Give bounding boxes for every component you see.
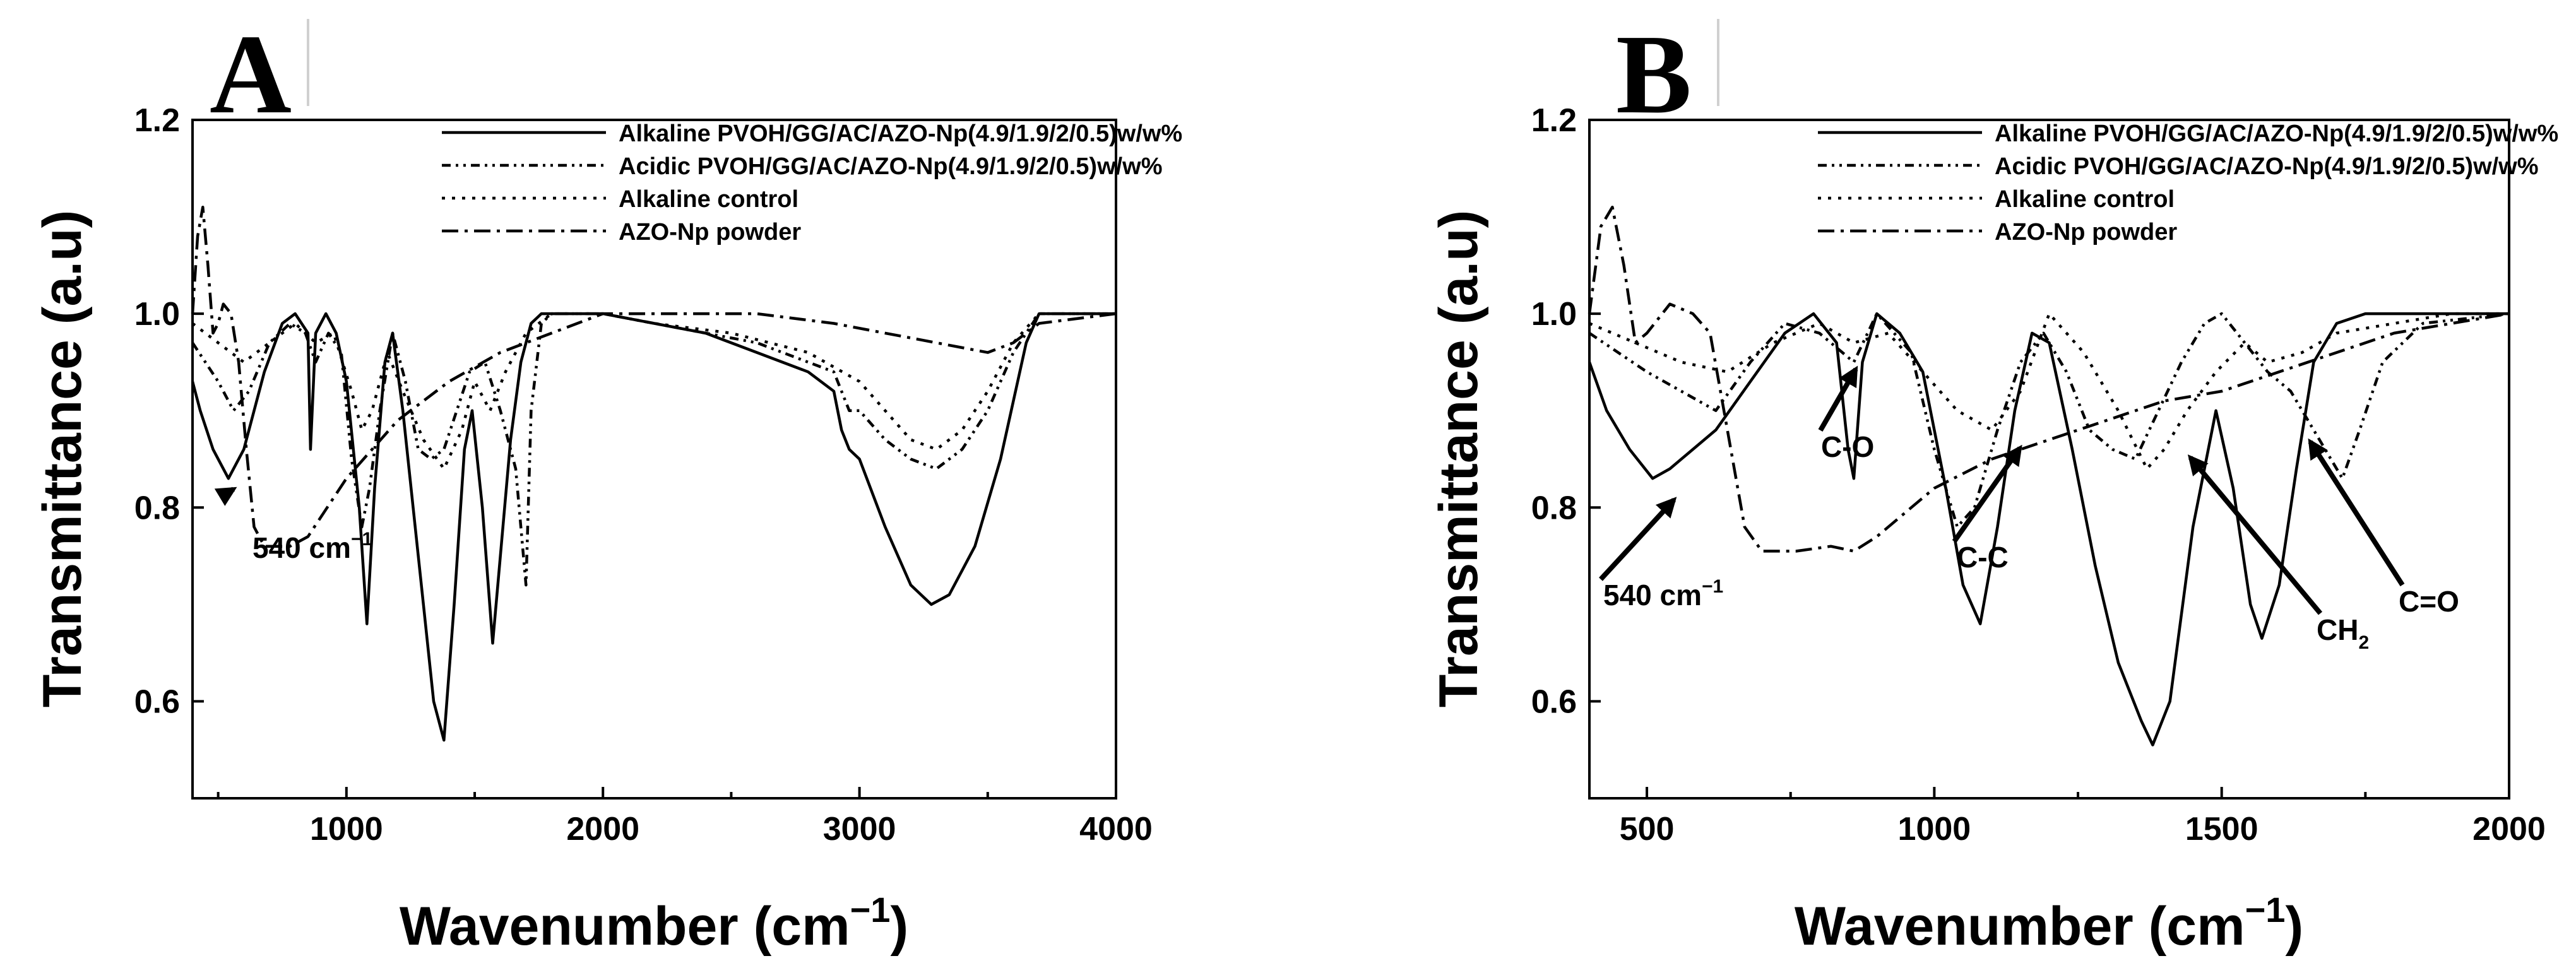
panel-a: A 1000 2000 3000 4000 0.6 0.8 1.0 1.2 Alkaline … <box>32 11 1182 957</box>
panel-a-x-tick-label: 2000 <box>566 811 639 847</box>
panel-a-series-solid <box>191 312 1116 742</box>
panel-b-y-axis-label: Transmittance (a.u) <box>1428 210 1489 708</box>
panel-a-annotation-arrow <box>214 487 237 506</box>
panel-a-legend: Alkaline PVOH/GG/AC/AZO-Np(4.9/1.9/2/0.5… <box>442 121 1182 245</box>
panel-a-y-tick-label: 1.0 <box>134 296 180 333</box>
panel-a-series-dash-dot <box>191 205 1117 548</box>
panel-b-legend-label: Acidic PVOH/GG/AC/AZO-Np(4.9/1.9/2/0.5)w… <box>1995 153 2539 180</box>
panel-b-annotation-label: C-O <box>1821 430 1874 463</box>
panel-b-series-dash-dot <box>1588 205 2510 553</box>
panel-b-x-axis-label: Wavenumber (cm−1) <box>1795 890 2303 957</box>
panel-b-x-tick-label: 500 <box>1620 811 1675 847</box>
panel-a-axis-ticks: 1000 2000 3000 4000 0.6 0.8 1.0 1.2 <box>134 102 1153 847</box>
panel-a-x-tick-label: 4000 <box>1079 811 1153 847</box>
panel-b-annotation-arrow <box>1952 444 2022 543</box>
panel-b-x-tick-label: 2000 <box>2472 811 2546 847</box>
panel-a-annotation-label: 540 cm−1 <box>252 529 372 564</box>
panel-b-annotation-arrow <box>2308 438 2405 587</box>
panel-b-y-tick-label: 0.8 <box>1531 490 1577 526</box>
panel-b-y-tick-label: 0.6 <box>1531 683 1577 720</box>
panel-a-x-axis-label: Wavenumber (cm−1) <box>400 890 908 957</box>
panel-b-y-tick-label: 1.0 <box>1531 296 1577 333</box>
panel-letter-a: A <box>210 11 292 137</box>
panel-b-x-axis-label-sup: −1 <box>2245 890 2286 930</box>
panel-b: B 500 1000 1500 2000 0.6 0.8 1.0 1.2 Alkaline P… <box>1428 11 2558 957</box>
panel-b-annotation-arrow <box>2187 454 2323 615</box>
panel-a-legend-label: Acidic PVOH/GG/AC/AZO-Np(4.9/1.9/2/0.5)w… <box>619 153 1163 180</box>
panel-b-annotation-label: 540 cm−1 <box>1603 576 1723 611</box>
panel-b-series-group <box>1588 205 2510 747</box>
panel-a-legend-label: Alkaline control <box>619 186 798 213</box>
panel-b-legend: Alkaline PVOH/GG/AC/AZO-Np(4.9/1.9/2/0.5… <box>1818 121 2558 245</box>
panel-a-series-group <box>191 205 1117 742</box>
panel-b-y-tick-label: 1.2 <box>1531 102 1577 139</box>
panel-b-x-tick-label: 1000 <box>1898 811 1971 847</box>
panel-b-series-solid <box>1588 312 2509 747</box>
panel-b-annotation-arrow <box>1599 497 1677 581</box>
panel-a-series-dotted <box>191 312 1116 471</box>
panel-a-legend-label: AZO-Np powder <box>619 219 801 245</box>
panel-a-x-tick-label: 3000 <box>823 811 896 847</box>
panel-b-annotation-arrow <box>1818 365 1858 432</box>
panel-a-annotations: 540 cm−1 <box>214 487 372 564</box>
panel-b-annotation-label: C=O <box>2399 585 2459 618</box>
panel-b-series-dotted <box>1589 312 2509 471</box>
panel-a-y-tick-label: 0.6 <box>134 683 180 720</box>
panel-a-y-axis-label: Transmittance (a.u) <box>32 210 93 708</box>
panel-b-axis-ticks: 500 1000 1500 2000 0.6 0.8 1.0 1.2 <box>1531 102 2546 847</box>
panel-b-plot-frame <box>1588 119 2510 800</box>
panel-a-plot-frame <box>191 119 1117 800</box>
panel-b-annotations: 540 cm−1 C-O C-C CH2 C=O <box>1599 365 2459 653</box>
panel-b-x-axis-label-close: ) <box>2285 896 2303 957</box>
panel-a-x-tick-label: 1000 <box>310 811 383 847</box>
panel-b-legend-label: Alkaline PVOH/GG/AC/AZO-Np(4.9/1.9/2/0.5… <box>1995 121 2558 147</box>
panel-b-x-tick-label: 1500 <box>2185 811 2258 847</box>
panel-b-legend-label: AZO-Np powder <box>1995 219 2177 245</box>
panel-b-annotation-label: CH2 <box>2317 613 2369 653</box>
panel-letter-b: B <box>1616 11 1692 137</box>
panel-a-x-axis-label-sup: −1 <box>850 890 891 930</box>
panel-a-y-tick-label: 0.8 <box>134 490 180 526</box>
panel-b-annotation-label: C-C <box>1957 541 2009 574</box>
panel-a-legend-label: Alkaline PVOH/GG/AC/AZO-Np(4.9/1.9/2/0.5… <box>619 121 1182 147</box>
panel-b-legend-label: Alkaline control <box>1995 186 2175 213</box>
panel-a-y-tick-label: 1.2 <box>134 102 180 139</box>
panel-a-x-axis-label-close: ) <box>890 896 908 957</box>
